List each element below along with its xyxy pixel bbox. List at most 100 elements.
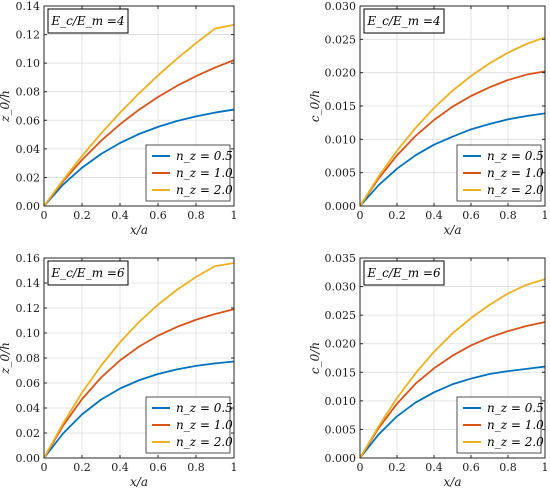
annotation-text: E_c/E_m =6: [50, 266, 125, 280]
x-tick-label: 0: [357, 461, 364, 474]
y-tick-label: 0.04: [16, 402, 41, 415]
y-axis-label: z_0/h: [0, 90, 12, 123]
series-line-3: [359, 36, 546, 207]
y-tick-label: 0.010: [325, 133, 357, 146]
chart-panel-1: 0 0.2 0.4 0.6 0.8 1 0.00 0.02 0.04 0.06 0.08 0.10 0.…: [0, 0, 238, 237]
y-tick-label: 0.02: [16, 171, 41, 184]
series-line-1: [43, 108, 235, 207]
y-tick-label: 0.08: [16, 352, 41, 365]
annotation-text: E_c/E_m =4: [366, 14, 440, 28]
x-tick-label: 1: [542, 209, 549, 222]
x-tick-label: 0.8: [499, 209, 517, 222]
y-tick-label: 0.035: [325, 252, 357, 265]
series-line-2: [43, 59, 235, 207]
x-axis-label: x/a: [130, 475, 148, 489]
annotation-box: [363, 260, 445, 286]
x-tick-label: 0.2: [388, 209, 406, 222]
x-tick-label: 0.6: [462, 461, 480, 474]
x-tick-label: 0.6: [149, 209, 167, 222]
legend-label-2: n_z = 1.0: [487, 166, 544, 180]
y-tick-label: 0.000: [325, 200, 357, 213]
y-tick-label: 0.000: [325, 452, 357, 465]
y-tick-label: 0.015: [325, 100, 357, 113]
legend-label-3: n_z = 2.0: [487, 435, 544, 449]
x-tick-label: 0.4: [425, 209, 443, 222]
annotation-box: [47, 260, 129, 286]
legend-label-2: n_z = 1.0: [176, 418, 233, 432]
axes-frame: [359, 257, 546, 459]
x-tick-label: 0.6: [149, 461, 167, 474]
y-tick-label: 0.025: [325, 33, 357, 46]
x-tick-label: 0.4: [111, 209, 129, 222]
x-tick-label: 0.2: [73, 461, 91, 474]
y-tick-label: 0.14: [16, 0, 41, 13]
legend-label-2: n_z = 1.0: [176, 166, 233, 180]
y-tick-label: 0.12: [16, 302, 41, 315]
y-tick-label: 0.10: [16, 57, 41, 70]
legend-label-1: n_z = 0.5: [176, 149, 233, 163]
legend-label-1: n_z = 0.5: [176, 401, 233, 415]
y-tick-label: 0.020: [325, 67, 357, 80]
x-tick-label: 0: [41, 461, 48, 474]
y-tick-label: 0.04: [16, 143, 41, 156]
series-line-1: [43, 360, 235, 459]
chart-panel-2: 0 0.2 0.4 0.6 0.8 1 0.000 0.005 0.010 0.015 0.020 0…: [308, 0, 549, 237]
x-tick-label: 0.8: [499, 461, 517, 474]
y-tick-label: 0.005: [325, 423, 357, 436]
series-line-2: [359, 70, 546, 207]
x-tick-label: 1: [542, 461, 549, 474]
legend-label-1: n_z = 0.5: [487, 401, 544, 415]
x-tick-label: 0.8: [187, 461, 205, 474]
y-axis-label: z_0/h: [0, 342, 12, 375]
legend-label-2: n_z = 1.0: [487, 418, 544, 432]
legend-label-3: n_z = 2.0: [176, 183, 233, 197]
legend-label-3: n_z = 2.0: [487, 183, 544, 197]
y-tick-label: 0.030: [325, 281, 357, 294]
y-tick-label: 0.08: [16, 86, 41, 99]
chart-panel-4: 0 0.2 0.4 0.6 0.8 1 0.000 0.005 0.010 0.015 0.020 0…: [308, 252, 549, 489]
y-tick-label: 0.14: [16, 277, 41, 290]
y-tick-label: 0.025: [325, 309, 357, 322]
series-line-2: [359, 321, 546, 459]
y-tick-label: 0.00: [16, 452, 41, 465]
series-line-2: [43, 308, 235, 459]
y-tick-label: 0.020: [325, 338, 357, 351]
y-tick-label: 0.030: [325, 0, 357, 13]
annotation-box: [47, 8, 129, 34]
series-line-3: [43, 262, 235, 459]
annotation-text: E_c/E_m =6: [366, 266, 441, 280]
x-tick-label: 1: [231, 461, 238, 474]
x-tick-label: 0.4: [111, 461, 129, 474]
chart-panel-3: 0 0.2 0.4 0.6 0.8 1 0.00 0.02 0.04 0.06 0.08 0.10 0.…: [0, 252, 238, 489]
x-axis-label: x/a: [444, 475, 462, 489]
axes-frame: [43, 5, 235, 207]
y-tick-label: 0.00: [16, 200, 41, 213]
y-tick-label: 0.015: [325, 366, 357, 379]
x-tick-label: 0.2: [73, 209, 91, 222]
series-line-3: [43, 23, 235, 207]
y-tick-label: 0.010: [325, 395, 357, 408]
y-axis-label: c_0/h: [308, 342, 322, 374]
y-tick-label: 0.16: [16, 252, 41, 265]
x-tick-label: 0: [357, 209, 364, 222]
x-tick-label: 0.2: [388, 461, 406, 474]
annotation-box: [363, 8, 445, 34]
x-tick-label: 0.4: [425, 461, 443, 474]
series-line-1: [359, 112, 546, 207]
x-tick-label: 1: [231, 209, 238, 222]
legend-label-3: n_z = 2.0: [176, 435, 233, 449]
x-tick-label: 0: [41, 209, 48, 222]
x-axis-label: x/a: [444, 223, 462, 237]
y-tick-label: 0.02: [16, 427, 41, 440]
y-tick-label: 0.005: [325, 167, 357, 180]
y-tick-label: 0.12: [16, 29, 41, 42]
y-axis-label: c_0/h: [308, 90, 322, 122]
x-tick-label: 0.8: [187, 209, 205, 222]
annotation-text: E_c/E_m =4: [50, 14, 124, 28]
series-line-3: [359, 278, 546, 459]
y-tick-label: 0.06: [16, 114, 41, 127]
series-line-1: [359, 365, 546, 459]
y-tick-label: 0.06: [16, 377, 41, 390]
x-axis-label: x/a: [130, 223, 148, 237]
